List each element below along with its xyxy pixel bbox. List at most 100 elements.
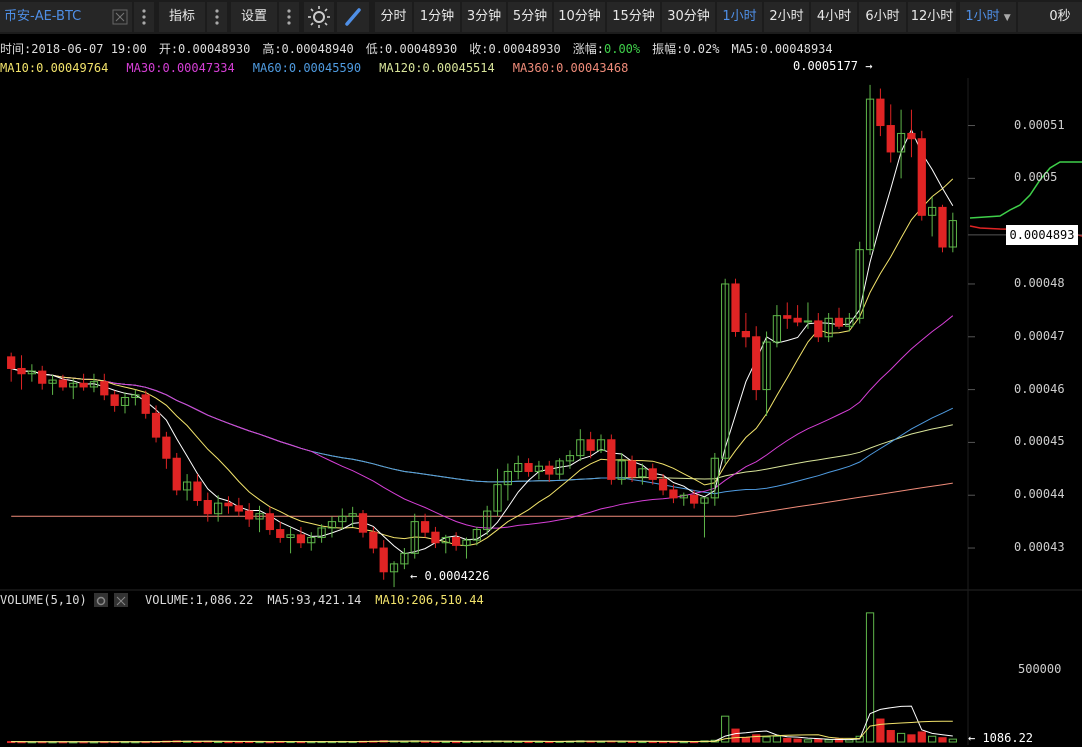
volume-bar: [721, 715, 730, 743]
bid-depth-line: [969, 161, 1082, 219]
settings-more-icon[interactable]: [279, 2, 299, 32]
candle-body: [565, 455, 575, 462]
symbol-close-icon[interactable]: [108, 2, 132, 32]
candle-body: [369, 531, 378, 549]
interval-dropdown-label: 1小时: [965, 9, 1000, 24]
candle-body: [721, 283, 730, 459]
candle-body: [917, 138, 926, 216]
interval-label: 10分钟: [558, 9, 601, 24]
volume-info: VOLUME(5,10): [0, 593, 91, 607]
volume-bar: [762, 736, 771, 743]
theme-sun-icon[interactable]: [304, 2, 334, 32]
candle-body: [193, 481, 202, 501]
candle-body: [803, 320, 813, 323]
candle-body: [431, 531, 440, 544]
candle-body: [617, 460, 626, 480]
candle-body: [224, 502, 233, 507]
candle-body: [493, 484, 502, 512]
volume-bar: [793, 738, 802, 743]
info-change-value: 0.00%: [604, 42, 641, 56]
candle-body: [296, 534, 306, 544]
candle-body: [379, 547, 388, 573]
candle-body: [534, 465, 544, 472]
info-amplitude: 振幅:0.02%: [652, 42, 720, 56]
candle-body: [483, 510, 492, 531]
candle-body: [265, 513, 274, 531]
interval-label: 1小时: [722, 9, 757, 24]
candle-body: [58, 379, 68, 388]
indicators-more-icon[interactable]: [207, 2, 227, 32]
interval-button-10[interactable]: 6小时: [859, 2, 906, 32]
candle-body: [338, 515, 347, 523]
interval-label: 分时: [380, 9, 407, 24]
candle-body: [182, 481, 192, 491]
low-price-marker: ← 0.0004226: [410, 569, 490, 583]
interval-label: 15分钟: [612, 9, 655, 24]
volume-close-icon[interactable]: [114, 593, 128, 607]
volume-values: VOLUME:1,086.22 MA5:93,421.14 MA10:206,510…: [145, 593, 496, 607]
candle-body: [110, 394, 119, 406]
candle-body: [48, 379, 57, 384]
interval-label: 2小时: [769, 9, 804, 24]
candle-body: [658, 478, 668, 491]
draw-pencil-icon[interactable]: [337, 2, 369, 32]
volume-bar: [917, 731, 926, 743]
ma-info: MA10:0.00049764 MA30:0.00047334 MA60:0.000…: [0, 61, 640, 75]
symbol-more-icon[interactable]: [134, 2, 154, 32]
interval-button-7[interactable]: 1小时: [717, 2, 762, 32]
interval-button-5[interactable]: 15分钟: [607, 2, 660, 32]
volume-bar: [824, 739, 833, 743]
indicators-button[interactable]: 指标: [159, 2, 205, 32]
volume-ma10: MA10:206,510.44: [375, 593, 484, 607]
volume-settings-icon[interactable]: [94, 593, 108, 607]
candle-body: [389, 563, 399, 573]
candle-body: [907, 132, 916, 140]
interval-button-8[interactable]: 2小时: [764, 2, 809, 32]
candle-body: [783, 315, 792, 319]
candle-body: [7, 356, 16, 369]
settings-button[interactable]: 设置: [231, 2, 277, 32]
candle-body: [162, 436, 171, 459]
interval-button-0[interactable]: 分时: [375, 2, 412, 32]
interval-button-2[interactable]: 3分钟: [462, 2, 506, 32]
ohlc-info: 时间:2018-06-07 19:00 开:0.00048930 高:0.00048…: [0, 40, 845, 57]
candle-body: [255, 513, 264, 520]
candle-body: [576, 439, 585, 457]
interval-label: 6小时: [865, 9, 900, 24]
symbol-selector[interactable]: 币安-AE-BTC: [0, 2, 108, 32]
info-ma360: MA360:0.00043468: [512, 61, 629, 75]
interval-button-4[interactable]: 10分钟: [554, 2, 605, 32]
volume-bar: [803, 739, 813, 743]
info-time: 时间:2018-06-07 19:00: [0, 42, 147, 56]
info-close: 收:0.00048930: [469, 42, 561, 56]
volume-bar: [865, 612, 875, 743]
candle-body: [358, 513, 368, 533]
candle-body: [420, 521, 430, 533]
price-axis-label: 0.00051: [1014, 117, 1065, 132]
interval-button-6[interactable]: 30分钟: [662, 2, 715, 32]
candle-body: [441, 536, 450, 544]
interval-dropdown[interactable]: 1小时 ▼: [960, 2, 1016, 32]
candle-body: [876, 98, 885, 127]
volume-current-marker: ← 1086.22: [968, 731, 1034, 745]
candle-body: [865, 98, 875, 251]
volume-bar: [741, 737, 750, 743]
interval-button-3[interactable]: 5分钟: [508, 2, 552, 32]
candle-body: [772, 315, 782, 343]
candle-body: [286, 534, 295, 538]
ma30-line: [11, 315, 954, 529]
volume-bar: [948, 738, 957, 743]
candle-body: [276, 529, 285, 538]
interval-button-11[interactable]: 12小时: [908, 2, 956, 32]
info-ma10: MA10:0.00049764: [0, 61, 109, 75]
interval-label: 12小时: [910, 9, 954, 24]
indicators-label: 指标: [168, 9, 195, 24]
candle-body: [472, 529, 481, 541]
interval-button-9[interactable]: 4小时: [811, 2, 857, 32]
candle-body: [524, 463, 533, 472]
candle-body: [100, 381, 109, 396]
interval-button-1[interactable]: 1分钟: [414, 2, 460, 32]
candle-body: [410, 521, 419, 554]
price-axis-label: 0.00047: [1014, 328, 1065, 343]
